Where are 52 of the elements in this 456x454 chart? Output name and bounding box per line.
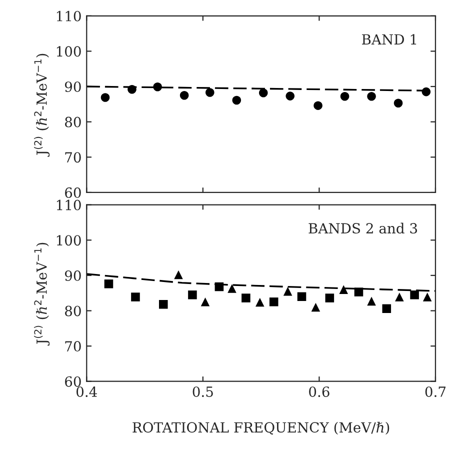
point: [311, 302, 320, 312]
point: [258, 88, 268, 98]
x-tick-label: 0.5: [192, 386, 213, 397]
annotation: BAND 1: [362, 34, 416, 45]
y-tick-label: 100: [56, 46, 81, 57]
point: [325, 294, 334, 302]
y-tick-label: 110: [56, 10, 81, 22]
point: [382, 304, 392, 314]
y-tick-label: 60: [65, 187, 81, 198]
point: [104, 280, 114, 288]
point: [232, 96, 242, 105]
point: [256, 298, 264, 307]
y-tick-label: 90: [64, 270, 81, 281]
point: [188, 290, 197, 300]
annotation: BANDS 2 and 3: [308, 222, 418, 234]
y-tick-label: 80: [65, 306, 81, 316]
point: [242, 294, 250, 302]
point: [100, 93, 110, 102]
y-axis-title: J$^{(2)}$ (ℏ$^{2}$-MeV$^{−1}$): [34, 54, 50, 157]
point: [131, 292, 140, 302]
point: [395, 292, 404, 302]
point: [410, 290, 419, 300]
point: [422, 292, 432, 302]
point: [367, 92, 376, 101]
point: [174, 270, 183, 280]
point: [269, 298, 278, 306]
x-tick-label: 0.4: [76, 386, 97, 397]
point: [286, 92, 295, 100]
point: [200, 298, 210, 306]
y-tick-label: 90: [64, 81, 81, 92]
point: [354, 288, 364, 296]
point: [339, 285, 348, 294]
point: [314, 101, 322, 110]
point: [394, 98, 403, 108]
point: [206, 88, 214, 97]
point: [180, 90, 189, 100]
point: [340, 92, 350, 101]
point: [158, 300, 168, 309]
y-tick-label: 80: [65, 116, 81, 128]
x-axis-title: ROTATIONAL FREQUENCY (MeV/ℏ): [132, 422, 390, 435]
y-tick-label: 60: [65, 376, 81, 387]
point: [228, 284, 236, 293]
point: [367, 296, 376, 306]
y-tick-label: 70: [65, 152, 81, 163]
y-axis-title: J$^{(2)}$ (ℏ$^{2}$-MeV$^{−1}$): [34, 242, 50, 346]
y-tick-label: 70: [65, 341, 81, 352]
y-tick-label: 110: [56, 200, 81, 210]
x-tick-label: 0.6: [309, 386, 330, 397]
point: [283, 286, 292, 296]
x-tick-label: 0.7: [425, 386, 446, 397]
point: [297, 292, 306, 302]
y-tick-label: 100: [56, 235, 81, 246]
